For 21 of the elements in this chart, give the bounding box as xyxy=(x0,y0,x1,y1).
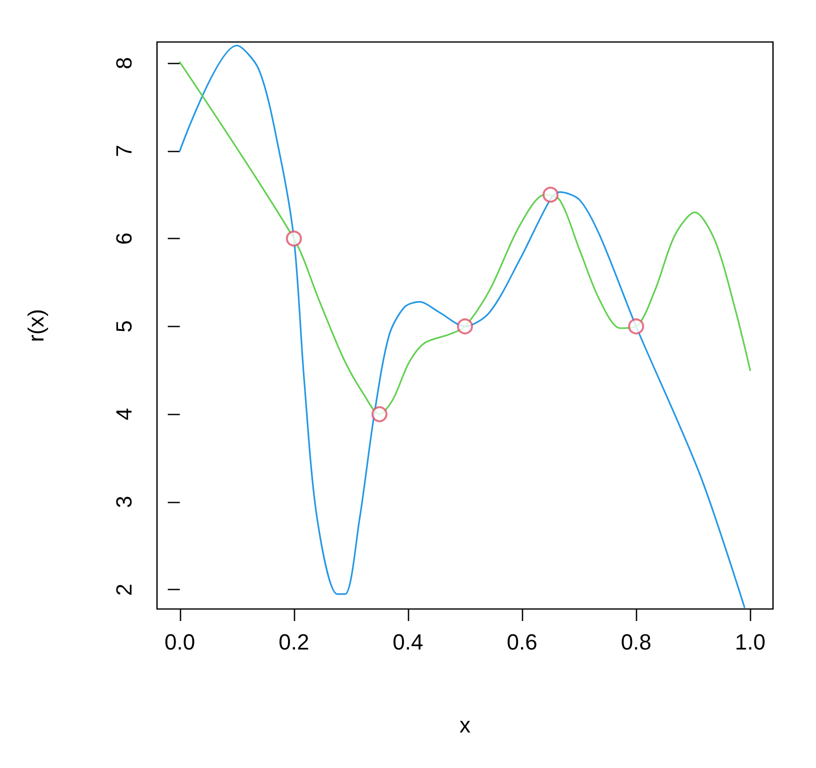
line-series xyxy=(179,44,746,608)
y-tick-label: 5 xyxy=(112,320,136,333)
x-tick-label: 1.0 xyxy=(734,630,766,654)
y-tick-label: 6 xyxy=(112,232,136,245)
y-tick-label: 7 xyxy=(112,144,136,157)
x-axis-title: x xyxy=(460,712,470,738)
point xyxy=(542,186,559,203)
x-tick-label: 0.8 xyxy=(620,630,652,654)
point xyxy=(371,406,388,422)
x-tick-label: 0.4 xyxy=(392,630,424,654)
y-tick-label: 4 xyxy=(112,408,136,420)
y-axis-title: r(x) xyxy=(24,309,48,342)
x-tick-label: 0.0 xyxy=(164,630,196,654)
y-tick-label: 8 xyxy=(112,56,136,70)
point xyxy=(286,230,302,247)
y-tick-label: 3 xyxy=(112,496,136,508)
point xyxy=(628,318,644,334)
point xyxy=(457,318,473,334)
x-tick-label: 0.2 xyxy=(278,630,310,654)
y-tick-label: 2 xyxy=(112,584,136,596)
x-tick-label: 0.6 xyxy=(506,630,538,654)
